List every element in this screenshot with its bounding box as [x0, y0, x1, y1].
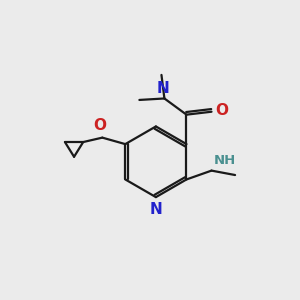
- Text: N: N: [149, 202, 162, 217]
- Text: O: O: [215, 103, 228, 118]
- Text: N: N: [157, 81, 169, 96]
- Text: O: O: [94, 118, 106, 133]
- Text: NH: NH: [214, 154, 236, 167]
